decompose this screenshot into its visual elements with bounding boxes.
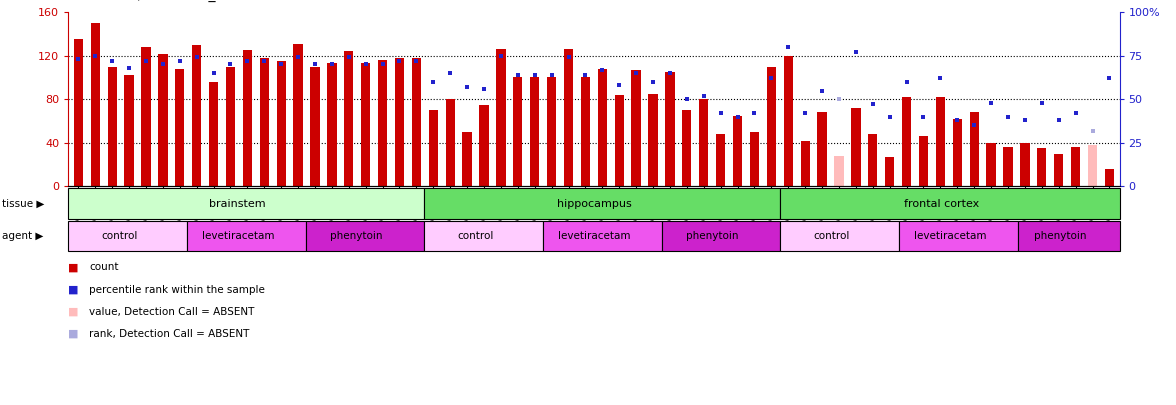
Text: ■: ■ (68, 307, 79, 317)
Text: levetiracetam: levetiracetam (201, 231, 274, 241)
Bar (1071, 147, 1081, 186)
Bar (666, 72, 675, 186)
Bar (192, 45, 201, 186)
Bar (1088, 145, 1097, 186)
Bar (953, 119, 962, 186)
Bar (1021, 143, 1029, 186)
Bar (699, 99, 708, 186)
Bar (615, 95, 624, 186)
Bar (496, 49, 506, 186)
Bar (1037, 148, 1047, 186)
Text: levetiracetam: levetiracetam (914, 231, 987, 241)
Bar (68, 221, 187, 251)
Bar (682, 110, 691, 186)
Text: GDS1864 / 1379257_at: GDS1864 / 1379257_at (68, 0, 229, 2)
Bar (969, 112, 978, 186)
Text: ■: ■ (68, 329, 79, 339)
Bar (425, 188, 781, 219)
Bar (834, 156, 843, 186)
Bar (412, 58, 421, 186)
Text: rank, Detection Call = ABSENT: rank, Detection Call = ABSENT (89, 329, 249, 339)
Bar (159, 53, 167, 186)
Bar (345, 51, 354, 186)
Text: hippocampus: hippocampus (556, 198, 632, 209)
Bar (68, 188, 425, 219)
Bar (175, 69, 185, 186)
Bar (187, 221, 306, 251)
Bar (543, 221, 662, 251)
Bar (781, 188, 1120, 219)
Bar (260, 58, 269, 186)
Bar (767, 66, 776, 186)
Bar (750, 132, 759, 186)
Text: control: control (101, 231, 138, 241)
Bar (395, 58, 405, 186)
Bar (918, 136, 928, 186)
Bar (361, 63, 370, 186)
Bar (1017, 221, 1120, 251)
Bar (563, 49, 573, 186)
Text: tissue ▶: tissue ▶ (2, 198, 45, 209)
Bar (902, 97, 911, 186)
Bar (91, 23, 100, 186)
Bar (377, 60, 387, 186)
Bar (74, 39, 83, 186)
Bar (294, 44, 302, 186)
Bar (1003, 147, 1013, 186)
Bar (581, 77, 590, 186)
Bar (987, 143, 996, 186)
Text: brainstem: brainstem (209, 198, 266, 209)
Text: value, Detection Call = ABSENT: value, Detection Call = ABSENT (89, 307, 255, 317)
Bar (783, 56, 793, 186)
Bar (632, 70, 641, 186)
Text: agent ▶: agent ▶ (2, 231, 44, 241)
Bar (242, 50, 252, 186)
Bar (900, 221, 1017, 251)
Text: levetiracetam: levetiracetam (557, 231, 630, 241)
Text: ■: ■ (68, 262, 79, 272)
Bar (868, 134, 877, 186)
Text: control: control (813, 231, 849, 241)
Bar (276, 61, 286, 186)
Bar (306, 221, 425, 251)
Bar (107, 66, 116, 186)
Bar (530, 77, 540, 186)
Bar (513, 77, 522, 186)
Bar (801, 141, 810, 186)
Bar (327, 63, 336, 186)
Bar (648, 94, 657, 186)
Bar (462, 132, 472, 186)
Bar (547, 77, 556, 186)
Text: control: control (457, 231, 494, 241)
Bar (1054, 153, 1063, 186)
Text: phenytoin: phenytoin (687, 231, 739, 241)
Bar (125, 75, 134, 186)
Text: phenytoin: phenytoin (1034, 231, 1087, 241)
Bar (886, 157, 894, 186)
Text: frontal cortex: frontal cortex (904, 198, 980, 209)
Bar (781, 221, 900, 251)
Bar (429, 110, 437, 186)
Text: count: count (89, 262, 119, 272)
Bar (662, 221, 781, 251)
Bar (936, 97, 946, 186)
Text: percentile rank within the sample: percentile rank within the sample (89, 285, 266, 294)
Text: ■: ■ (68, 285, 79, 294)
Bar (851, 108, 861, 186)
Bar (733, 115, 742, 186)
Bar (480, 104, 489, 186)
Bar (209, 82, 219, 186)
Bar (446, 99, 455, 186)
Bar (141, 47, 151, 186)
Bar (716, 134, 726, 186)
Bar (597, 69, 607, 186)
Bar (1104, 169, 1114, 186)
Bar (817, 112, 827, 186)
Bar (425, 221, 543, 251)
Bar (226, 66, 235, 186)
Bar (310, 66, 320, 186)
Text: phenytoin: phenytoin (330, 231, 382, 241)
